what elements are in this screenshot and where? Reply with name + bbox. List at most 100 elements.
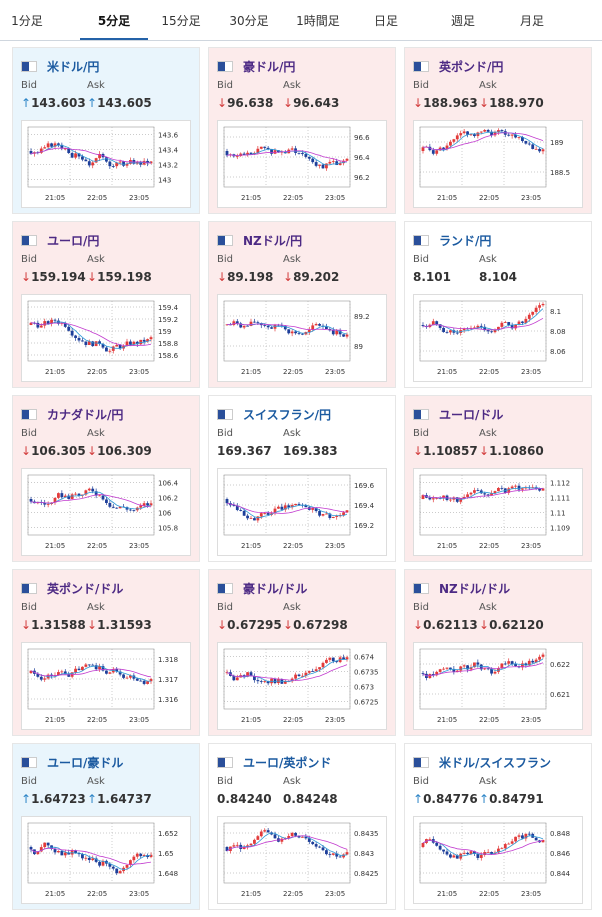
- mini-chart[interactable]: 96.6 96.4 96.2 21:05 22:05 23:05: [217, 120, 387, 208]
- candle-body: [149, 337, 153, 340]
- mini-chart[interactable]: 189 188.5 21:05 22:05 23:05: [413, 120, 583, 208]
- bid-value: ↓96.638: [217, 96, 274, 110]
- mini-chart[interactable]: 106.4 106.2 106 105.8 21:05 22:05 23:05: [21, 468, 191, 556]
- pair-title[interactable]: 英ポンド/ドル: [21, 580, 123, 596]
- rate-card[interactable]: カナダドル/円 Bid Ask ↓106.305 ↓106.309 106.4 106.2 1…: [12, 395, 200, 562]
- x-tick-label: 23:05: [325, 716, 345, 724]
- plot-frame: [27, 474, 155, 536]
- candle-body: [70, 494, 74, 499]
- pair-name: ユーロ/英ポンド: [243, 756, 332, 770]
- pair-title[interactable]: カナダドル/円: [21, 406, 123, 422]
- ma-long-line: [30, 147, 152, 164]
- rate-card[interactable]: ユーロ/豪ドル Bid Ask ↑1.64723 ↑1.64737 1.652 1.65 1.…: [12, 743, 200, 910]
- candle-body: [125, 507, 129, 510]
- rate-card[interactable]: 豪ドル/ドル Bid Ask ↓0.67295 ↓0.67298 0.674 0.6735 0…: [208, 569, 396, 736]
- x-tick-label: 22:05: [283, 542, 303, 550]
- rate-card[interactable]: 米ドル/スイスフラン Bid Ask ↑0.84776 ↑0.84791 0.848 0.8…: [404, 743, 592, 910]
- candle-body: [524, 318, 528, 323]
- tab-4[interactable]: 1時間足: [296, 14, 340, 28]
- candle-body: [507, 843, 511, 845]
- candle-body: [101, 860, 105, 866]
- mini-chart[interactable]: 159.4 159.2 159 158.8 158.6 21:05 22:05 23:05: [21, 294, 191, 382]
- ask-label: Ask: [479, 776, 497, 787]
- candle-body: [146, 681, 149, 684]
- pair-title[interactable]: ユーロ/円: [21, 232, 99, 248]
- candle-body: [242, 325, 246, 328]
- ask-value: ↓89.202: [283, 270, 340, 284]
- tab-0[interactable]: 1分足: [11, 14, 43, 28]
- rate-card[interactable]: ユーロ/英ポンド Bid Ask 0.84240 0.84248 0.8435 0.843 0…: [208, 743, 396, 910]
- mini-chart[interactable]: 0.8435 0.843 0.8425 21:05 22:05 23:05: [217, 816, 387, 904]
- candle-body: [46, 503, 50, 505]
- pair-title[interactable]: NZドル/ドル: [413, 580, 510, 596]
- pair-title[interactable]: 米ドル/スイスフラン: [413, 754, 551, 770]
- candle-body: [70, 153, 74, 158]
- x-tick-label: 21:05: [437, 890, 457, 898]
- candle-body: [253, 518, 256, 521]
- ask-number: 89.202: [293, 270, 340, 284]
- rate-card[interactable]: 英ポンド/ドル Bid Ask ↓1.31588 ↓1.31593 1.318 1.317 1…: [12, 569, 200, 736]
- candle-body: [473, 851, 476, 854]
- ma-long-line: [422, 488, 544, 499]
- candle-body: [490, 331, 493, 333]
- pair-title[interactable]: 英ポンド/円: [413, 58, 503, 74]
- mini-chart[interactable]: 143.6 143.4 143.2 143 21:05 22:05 23:05: [21, 120, 191, 208]
- candle-body: [280, 838, 284, 842]
- candle-body: [442, 327, 445, 333]
- pair-title[interactable]: ユーロ/豪ドル: [21, 754, 123, 770]
- mini-chart[interactable]: 1.652 1.65 1.648 21:05 22:05 23:05: [21, 816, 191, 904]
- rate-card[interactable]: NZドル/円 Bid Ask ↓89.198 ↓89.202 89.2 89 21:05 22:…: [208, 221, 396, 388]
- candle-body: [273, 678, 277, 684]
- mini-chart[interactable]: 0.622 0.621 21:05 22:05 23:05: [413, 642, 583, 730]
- chart-svg: 169.6 169.4 169.2 21:05 22:05 23:05: [223, 474, 375, 550]
- candle-body: [541, 149, 545, 152]
- candle-body: [455, 855, 459, 859]
- rate-card[interactable]: スイスフラン/円 Bid Ask 169.367 169.383 169.6 169.4 16…: [208, 395, 396, 562]
- candle-body: [507, 134, 511, 136]
- rate-card[interactable]: 豪ドル/円 Bid Ask ↓96.638 ↓96.643 96.6 96.4 96.2 21:…: [208, 47, 396, 214]
- y-tick-label: 1.65: [158, 850, 174, 858]
- pair-title[interactable]: ユーロ/ドル: [413, 406, 503, 422]
- y-tick-label: 1.652: [158, 830, 178, 838]
- mini-chart[interactable]: 89.2 89 21:05 22:05 23:05: [217, 294, 387, 382]
- tab-1[interactable]: 5分足: [80, 0, 148, 40]
- pair-title[interactable]: 米ドル/円: [21, 58, 99, 74]
- rate-card[interactable]: ユーロ/円 Bid Ask ↓159.194 ↓159.198 159.4 159.2 159…: [12, 221, 200, 388]
- pair-title[interactable]: ランド/円: [413, 232, 491, 248]
- rate-card[interactable]: ランド/円 Bid Ask 8.101 8.104 8.1 8.08 8.06 21:05 22:…: [404, 221, 592, 388]
- x-tick-label: 23:05: [129, 368, 149, 376]
- candle-body: [321, 514, 325, 516]
- candle-body: [497, 130, 500, 133]
- tab-3[interactable]: 30分足: [229, 14, 269, 28]
- rate-card[interactable]: 米ドル/円 Bid Ask ↑143.603 ↑143.605 143.6 143.4 143…: [12, 47, 200, 214]
- pair-title[interactable]: ユーロ/英ポンド: [217, 754, 332, 770]
- ask-value: ↓159.198: [87, 270, 152, 284]
- pair-title[interactable]: 豪ドル/ドル: [217, 580, 307, 596]
- rate-card[interactable]: NZドル/ドル Bid Ask ↓0.62113 ↓0.62120 0.622 0.621 2…: [404, 569, 592, 736]
- pair-title[interactable]: 豪ドル/円: [217, 58, 295, 74]
- candle-body: [304, 836, 308, 839]
- candle-body: [459, 666, 463, 671]
- mini-chart[interactable]: 1.318 1.317 1.316 21:05 22:05 23:05: [21, 642, 191, 730]
- mini-chart[interactable]: 8.1 8.08 8.06 21:05 22:05 23:05: [413, 294, 583, 382]
- mini-chart[interactable]: 1.112 1.111 1.11 1.109 21:05 22:05 23:05: [413, 468, 583, 556]
- ask-number: 0.84248: [283, 792, 338, 806]
- bid-label: Bid: [413, 428, 429, 439]
- rate-card[interactable]: ユーロ/ドル Bid Ask ↓1.10857 ↓1.10860 1.112 1.111 1.…: [404, 395, 592, 562]
- tab-6[interactable]: 週足: [450, 14, 475, 28]
- tab-5[interactable]: 日足: [373, 14, 398, 28]
- candle-body: [266, 325, 270, 328]
- candle-body: [328, 161, 332, 164]
- pair-title[interactable]: NZドル/円: [217, 232, 302, 248]
- candle-body: [314, 669, 318, 672]
- ch-jp-flag: [217, 409, 233, 420]
- rate-card[interactable]: 英ポンド/円 Bid Ask ↓188.963 ↓188.970 189 188.5 21:0…: [404, 47, 592, 214]
- mini-chart[interactable]: 0.674 0.6735 0.673 0.6725 21:05 22:05 23:05: [217, 642, 387, 730]
- mini-chart[interactable]: 169.6 169.4 169.2 21:05 22:05 23:05: [217, 468, 387, 556]
- candle-body: [273, 508, 277, 514]
- tab-7[interactable]: 月足: [519, 14, 544, 28]
- mini-chart[interactable]: 0.848 0.846 0.844 21:05 22:05 23:05: [413, 816, 583, 904]
- candle-body: [84, 341, 88, 345]
- pair-title[interactable]: スイスフラン/円: [217, 406, 331, 422]
- tab-2[interactable]: 15分足: [161, 14, 201, 28]
